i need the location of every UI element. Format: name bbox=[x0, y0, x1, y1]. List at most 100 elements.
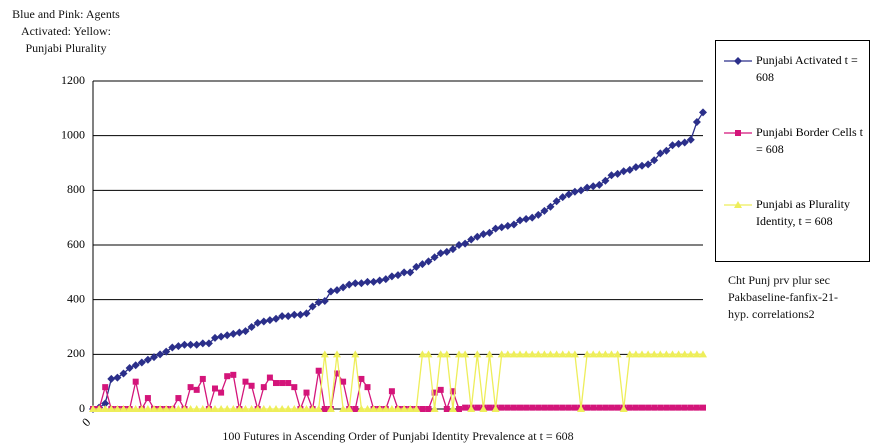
point bbox=[235, 328, 244, 337]
point bbox=[467, 235, 476, 244]
point bbox=[443, 406, 450, 412]
point bbox=[552, 197, 561, 206]
point bbox=[168, 405, 177, 412]
point bbox=[631, 350, 640, 358]
point bbox=[442, 247, 451, 256]
point bbox=[473, 350, 482, 358]
point bbox=[601, 176, 610, 185]
point bbox=[662, 350, 671, 358]
point bbox=[461, 350, 470, 358]
chart-title: Blue and Pink: Agents Activated: Yellow:… bbox=[12, 7, 120, 55]
point bbox=[217, 332, 226, 341]
point bbox=[564, 190, 573, 199]
point bbox=[528, 213, 537, 222]
point bbox=[614, 404, 621, 411]
point bbox=[517, 404, 523, 411]
point bbox=[436, 249, 445, 258]
point bbox=[224, 373, 231, 380]
legend-label: Punjabi Border Cells t = 608 bbox=[756, 125, 863, 156]
point bbox=[351, 350, 360, 358]
point bbox=[107, 405, 116, 412]
point bbox=[186, 405, 195, 412]
point bbox=[686, 350, 695, 358]
x-axis-label: 100 Futures in Ascending Order of Punjab… bbox=[222, 429, 574, 443]
point bbox=[619, 405, 628, 412]
point bbox=[333, 350, 341, 358]
point bbox=[131, 405, 140, 412]
point bbox=[546, 350, 555, 358]
point bbox=[247, 323, 256, 331]
point bbox=[662, 146, 671, 155]
point bbox=[303, 389, 310, 396]
point bbox=[497, 350, 506, 358]
point bbox=[302, 309, 311, 318]
point bbox=[248, 382, 255, 389]
point bbox=[540, 350, 549, 358]
point bbox=[119, 369, 128, 378]
point bbox=[387, 272, 396, 281]
point bbox=[156, 350, 165, 359]
point bbox=[107, 374, 116, 383]
point bbox=[315, 367, 322, 374]
point bbox=[619, 167, 628, 176]
point bbox=[657, 404, 664, 411]
point bbox=[534, 350, 543, 358]
point bbox=[663, 404, 670, 411]
point bbox=[596, 404, 603, 411]
point bbox=[321, 406, 328, 412]
point bbox=[357, 279, 366, 288]
point bbox=[290, 310, 299, 319]
point bbox=[497, 223, 506, 232]
point bbox=[229, 329, 238, 338]
point bbox=[607, 171, 616, 180]
point bbox=[503, 350, 512, 358]
point bbox=[351, 279, 360, 288]
point bbox=[491, 405, 500, 412]
point bbox=[595, 350, 604, 358]
point bbox=[253, 405, 262, 412]
point bbox=[479, 405, 488, 412]
point bbox=[412, 262, 421, 271]
point bbox=[528, 350, 537, 358]
point bbox=[369, 277, 378, 286]
point bbox=[509, 350, 518, 358]
point bbox=[455, 241, 463, 249]
point bbox=[345, 405, 354, 412]
point bbox=[150, 353, 158, 362]
point bbox=[260, 384, 267, 391]
point bbox=[259, 317, 268, 326]
point bbox=[174, 342, 183, 351]
point bbox=[645, 404, 652, 411]
y-tick-label: 1000 bbox=[61, 127, 85, 141]
y-tick-label: 600 bbox=[67, 237, 85, 251]
point bbox=[509, 220, 518, 229]
point bbox=[503, 221, 512, 230]
point bbox=[631, 163, 640, 172]
point bbox=[193, 386, 200, 393]
note: Cht Punj prv plur sec Pakbaseline-fanfix… bbox=[728, 273, 838, 321]
point bbox=[564, 350, 573, 358]
point bbox=[430, 405, 439, 412]
point bbox=[571, 404, 578, 411]
point bbox=[510, 404, 517, 411]
point bbox=[474, 404, 481, 411]
point bbox=[577, 405, 585, 412]
point bbox=[656, 350, 665, 358]
point bbox=[541, 404, 548, 411]
point bbox=[553, 404, 560, 411]
point bbox=[241, 405, 250, 412]
point bbox=[467, 405, 476, 412]
point bbox=[381, 405, 390, 412]
point bbox=[692, 118, 701, 126]
point bbox=[504, 404, 511, 411]
point bbox=[125, 405, 134, 412]
point bbox=[425, 406, 432, 412]
point bbox=[400, 405, 409, 412]
point bbox=[375, 405, 384, 412]
point bbox=[113, 373, 122, 382]
point bbox=[340, 378, 347, 385]
y-tick-label: 800 bbox=[67, 182, 85, 196]
point bbox=[455, 350, 463, 358]
point bbox=[595, 180, 604, 189]
